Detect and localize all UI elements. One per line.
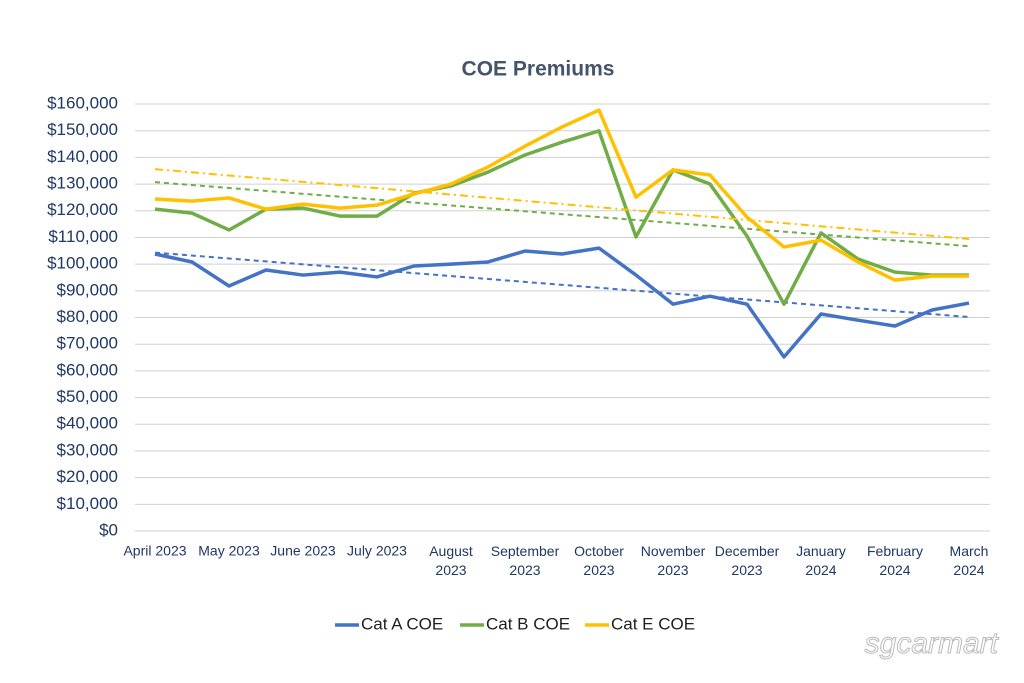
x-tick-label: January 2024 — [796, 543, 846, 578]
y-tick-label: $160,000 — [47, 93, 118, 112]
y-tick-label: $140,000 — [47, 147, 118, 166]
line-series — [154, 108, 969, 282]
x-tick-label: February 2024 — [867, 543, 923, 578]
x-tick-label: April 2023 — [123, 543, 186, 559]
trendline — [154, 168, 970, 240]
y-tick-label: $30,000 — [57, 440, 118, 459]
x-tick-label: May 2023 — [198, 543, 260, 559]
x-tick-label: August 2023 — [429, 543, 473, 578]
y-tick-label: $150,000 — [47, 120, 118, 139]
chart-title: COE Premiums — [462, 58, 615, 81]
legend-label: Cat A COE — [361, 614, 443, 633]
y-tick-label: $120,000 — [47, 200, 118, 219]
x-tick-label: December 2023 — [715, 543, 780, 578]
y-tick-label: $100,000 — [47, 254, 118, 273]
legend-label: Cat B COE — [486, 614, 570, 633]
y-tick-label: $0 — [99, 520, 118, 539]
y-tick-label: $60,000 — [57, 360, 118, 379]
y-tick-label: $80,000 — [57, 307, 118, 326]
watermark: sgcarmart — [865, 627, 1000, 660]
line-series — [154, 246, 970, 359]
x-tick-label: October 2023 — [574, 543, 624, 578]
x-tick-label: July 2023 — [347, 543, 407, 559]
legend-label: Cat E COE — [611, 614, 695, 633]
y-tick-label: $90,000 — [57, 280, 118, 299]
x-tick-label: September 2023 — [491, 543, 560, 578]
y-tick-label: $110,000 — [48, 227, 118, 246]
x-tick-label: March 2024 — [950, 543, 989, 578]
trendline — [154, 181, 970, 248]
y-tick-label: $40,000 — [57, 414, 118, 433]
y-tick-label: $10,000 — [57, 494, 118, 513]
y-tick-label: $20,000 — [57, 467, 118, 486]
y-tick-label: $50,000 — [57, 387, 118, 406]
y-tick-label: $70,000 — [57, 334, 118, 353]
line-series — [154, 129, 969, 306]
x-tick-label: November 2023 — [641, 543, 706, 578]
y-tick-label: $130,000 — [47, 174, 118, 193]
x-tick-label: June 2023 — [270, 543, 336, 559]
trendline — [154, 251, 970, 319]
